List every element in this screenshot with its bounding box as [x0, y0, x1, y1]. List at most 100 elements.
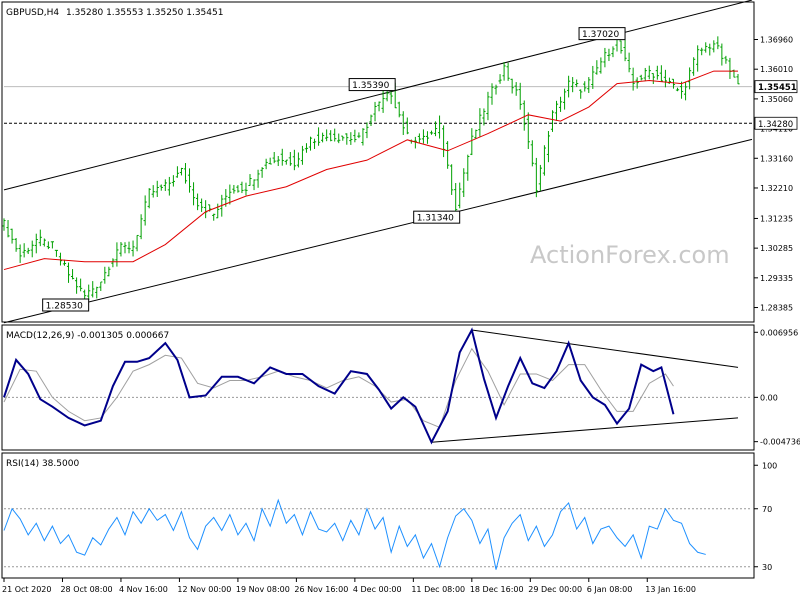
- x-axis-tick-label: 6 Jan 08:00: [587, 585, 633, 594]
- price-bar: [107, 266, 111, 277]
- price-bar: [437, 115, 442, 139]
- macd-signal-line: [3, 347, 674, 428]
- price-bar: [46, 241, 50, 250]
- price-bar: [595, 60, 599, 75]
- price-bar: [268, 157, 272, 165]
- price-bar: [280, 148, 284, 166]
- rsi-y-tick-label: 100: [762, 461, 777, 470]
- price-header-ohlc: 1.35280 1.35553 1.35250 1.35451: [66, 8, 223, 18]
- rsi-y-tick-label: 70: [762, 505, 772, 514]
- price-bar: [389, 91, 393, 105]
- price-bar: [244, 182, 248, 196]
- rsi-layer: [3, 498, 752, 570]
- price-bar: [300, 145, 305, 165]
- price-bar: [212, 213, 216, 221]
- price-bar: [276, 156, 280, 167]
- x-axis-tick-label: 13 Jan 16:00: [645, 585, 696, 594]
- price-y-tick-label: 1.31235: [760, 214, 793, 223]
- price-bar: [232, 184, 236, 194]
- price-bar: [10, 228, 14, 244]
- annotation-label: 1.35390: [352, 81, 389, 91]
- price-bar: [530, 140, 534, 167]
- price-bar: [571, 77, 575, 93]
- macd-y-tick-label: 0.006956: [760, 328, 798, 337]
- axis-layer: 1.369601.360101.350601.341101.331601.322…: [2, 36, 800, 594]
- price-bar: [567, 75, 571, 98]
- price-bar: [292, 149, 296, 171]
- current-price-label: 1.35451: [758, 83, 797, 93]
- price-bar: [683, 81, 688, 101]
- price-y-tick-label: 1.29335: [760, 274, 793, 283]
- price-bar: [397, 101, 401, 118]
- price-bar: [405, 117, 409, 135]
- price-bar: [195, 193, 200, 211]
- price-layer: 1.28530 1.35390 1.31340 1.37020: [2, 0, 753, 324]
- price-bar: [538, 164, 542, 191]
- price-bar: [288, 151, 292, 166]
- price-bar: [54, 249, 59, 257]
- price-bar: [486, 91, 490, 121]
- macd-y-tick-label: 0.00: [760, 393, 778, 402]
- support-price-tag: [754, 116, 798, 130]
- price-bar: [143, 195, 147, 226]
- price-bar: [26, 247, 30, 254]
- price-bar: [321, 132, 325, 143]
- price-bar: [627, 52, 631, 73]
- price-bar: [603, 47, 607, 68]
- price-bar: [6, 220, 10, 238]
- price-bar: [579, 89, 583, 99]
- price-bar: [494, 84, 498, 95]
- price-bar: [720, 43, 724, 66]
- price-bar: [341, 135, 345, 141]
- price-bar: [228, 184, 232, 205]
- price-bar: [575, 79, 579, 88]
- price-bar: [325, 129, 329, 142]
- price-bar: [599, 57, 603, 74]
- price-bar: [50, 241, 54, 249]
- price-bar: [329, 130, 333, 142]
- price-bar: [688, 67, 692, 90]
- price-header-symbol: GBPUSD,H4: [6, 8, 59, 18]
- x-axis-tick-label: 28 Oct 08:00: [60, 585, 112, 594]
- price-bar: [554, 100, 559, 121]
- price-bar: [490, 83, 494, 105]
- price-bar: [663, 69, 668, 88]
- price-bar: [103, 266, 107, 284]
- price-bar: [127, 241, 131, 254]
- annotation-box: [578, 27, 626, 41]
- price-bar: [34, 233, 38, 254]
- price-bar: [18, 244, 22, 263]
- price-bar: [147, 188, 151, 209]
- price-bar: [498, 74, 502, 84]
- price-y-tick-label: 1.36010: [760, 65, 793, 74]
- macd-trendline-lower: [431, 417, 739, 443]
- price-bar: [514, 82, 518, 96]
- price-bar: [151, 185, 155, 198]
- rsi-header: RSI(14) 38.5000: [6, 459, 79, 469]
- price-bar: [260, 167, 264, 178]
- x-axis-tick-label: 26 Nov 16:00: [294, 585, 348, 594]
- price-bar: [119, 242, 123, 257]
- price-bar: [470, 128, 474, 156]
- price-bar: [671, 78, 676, 89]
- support-price-label: 1.34280: [758, 120, 793, 130]
- price-bar: [466, 154, 470, 181]
- price-bar: [502, 62, 506, 81]
- x-axis-tick-label: 19 Nov 08:00: [236, 585, 290, 594]
- price-bar: [631, 67, 635, 91]
- annotation-label: 1.28530: [46, 301, 83, 311]
- x-axis-tick-label: 11 Dec 08:00: [411, 585, 465, 594]
- price-bar: [284, 159, 288, 165]
- price-y-tick-label: 1.32210: [760, 184, 793, 193]
- price-bar: [647, 65, 651, 80]
- price-bar: [534, 157, 538, 198]
- price-bar: [171, 175, 175, 187]
- price-bar: [155, 180, 159, 197]
- price-bar: [518, 82, 522, 110]
- price-bar: [187, 168, 192, 193]
- rsi-y-tick-label: 30: [762, 563, 772, 572]
- price-bar: [655, 65, 659, 80]
- price-bar: [542, 145, 547, 176]
- price-bar: [611, 46, 615, 58]
